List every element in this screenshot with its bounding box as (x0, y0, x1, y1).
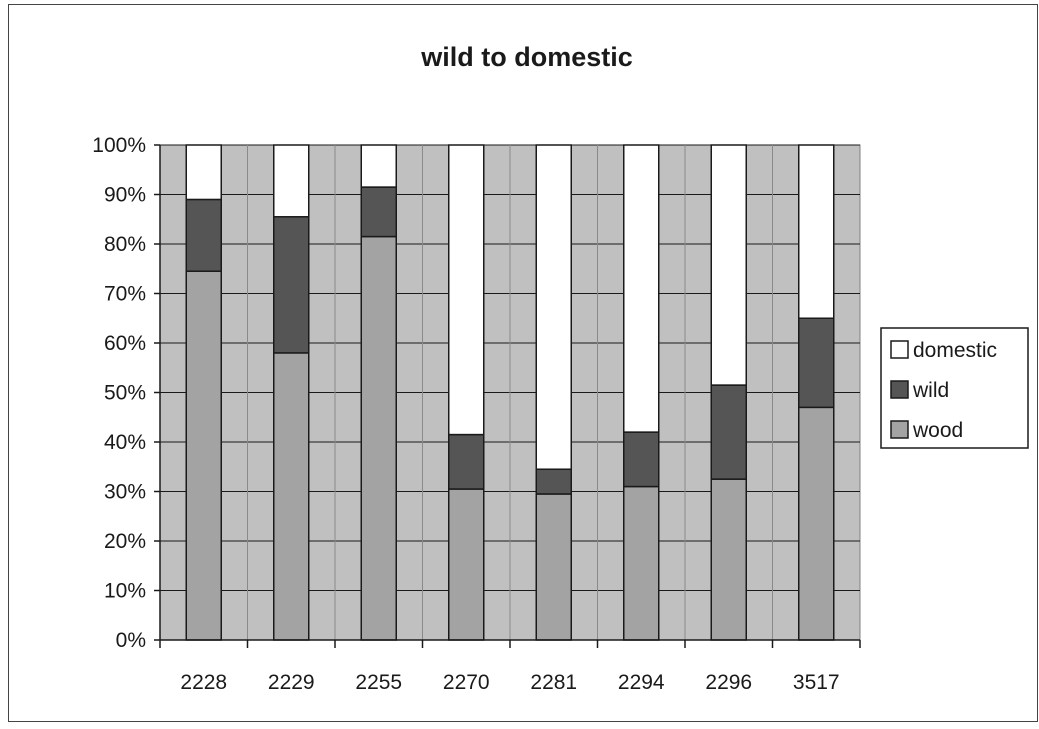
legend-swatch-wild (890, 380, 909, 399)
y-tick-label: 10% (104, 580, 146, 603)
x-tick-label: 3517 (793, 671, 840, 694)
x-tick-label: 2281 (530, 671, 577, 694)
x-tick-label: 2228 (180, 671, 227, 694)
bar-domestic-2296 (710, 144, 747, 386)
bar-wild-2255 (360, 186, 397, 238)
bar-wood-3517 (798, 406, 835, 641)
y-tick-label: 20% (104, 530, 146, 553)
bar-wild-2294 (623, 431, 660, 488)
legend-swatch-wood (890, 420, 909, 439)
y-tick-label: 40% (104, 431, 146, 454)
y-tick-label: 80% (104, 233, 146, 256)
bar-domestic-2255 (360, 144, 397, 188)
bar-domestic-2228 (185, 144, 222, 201)
bar-wild-2228 (185, 198, 222, 272)
y-tick-label: 30% (104, 481, 146, 504)
bar-domestic-2229 (273, 144, 310, 218)
y-tick-label: 100% (92, 134, 146, 157)
chart-title: wild to domestic (420, 42, 633, 72)
bars (185, 144, 835, 641)
y-tick-label: 90% (104, 184, 146, 207)
bar-domestic-3517 (798, 144, 835, 319)
bar-wood-2294 (623, 485, 660, 641)
legend-label-wood: wood (912, 419, 963, 442)
y-tick-label: 70% (104, 283, 146, 306)
bar-wild-2229 (273, 216, 310, 354)
bar-wood-2228 (185, 270, 222, 641)
legend-swatch-domestic (890, 340, 909, 359)
y-tick-label: 60% (104, 332, 146, 355)
y-tick-label: 0% (116, 629, 146, 652)
bar-wood-2229 (273, 352, 310, 641)
bar-domestic-2270 (448, 144, 485, 436)
y-tick-label: 50% (104, 382, 146, 405)
bar-wood-2255 (360, 235, 397, 641)
legend: domestic wild wood (880, 327, 1029, 449)
bar-domestic-2294 (623, 144, 660, 433)
y-axis-ticks: 0% 10% 20% 30% 40% 50% 60% 70% 80% 90% 100% (92, 134, 160, 652)
x-tick-label: 2255 (355, 671, 402, 694)
x-axis-ticks: 2228 2229 2255 2270 2281 2294 2296 3517 (159, 640, 861, 694)
bar-wild-2296 (710, 384, 747, 480)
bar-wood-2281 (535, 493, 572, 641)
bar-wild-2270 (448, 433, 485, 490)
bar-wood-2296 (710, 478, 747, 641)
x-tick-label: 2296 (705, 671, 752, 694)
x-tick-label: 2294 (618, 671, 665, 694)
bar-wild-3517 (798, 317, 835, 409)
bar-wood-2270 (448, 488, 485, 641)
bar-domestic-2281 (535, 144, 572, 470)
bar-wild-2281 (535, 468, 572, 495)
x-tick-label: 2229 (268, 671, 315, 694)
x-tick-label: 2270 (443, 671, 490, 694)
legend-label-wild: wild (912, 379, 949, 402)
legend-label-domestic: domestic (913, 339, 997, 362)
